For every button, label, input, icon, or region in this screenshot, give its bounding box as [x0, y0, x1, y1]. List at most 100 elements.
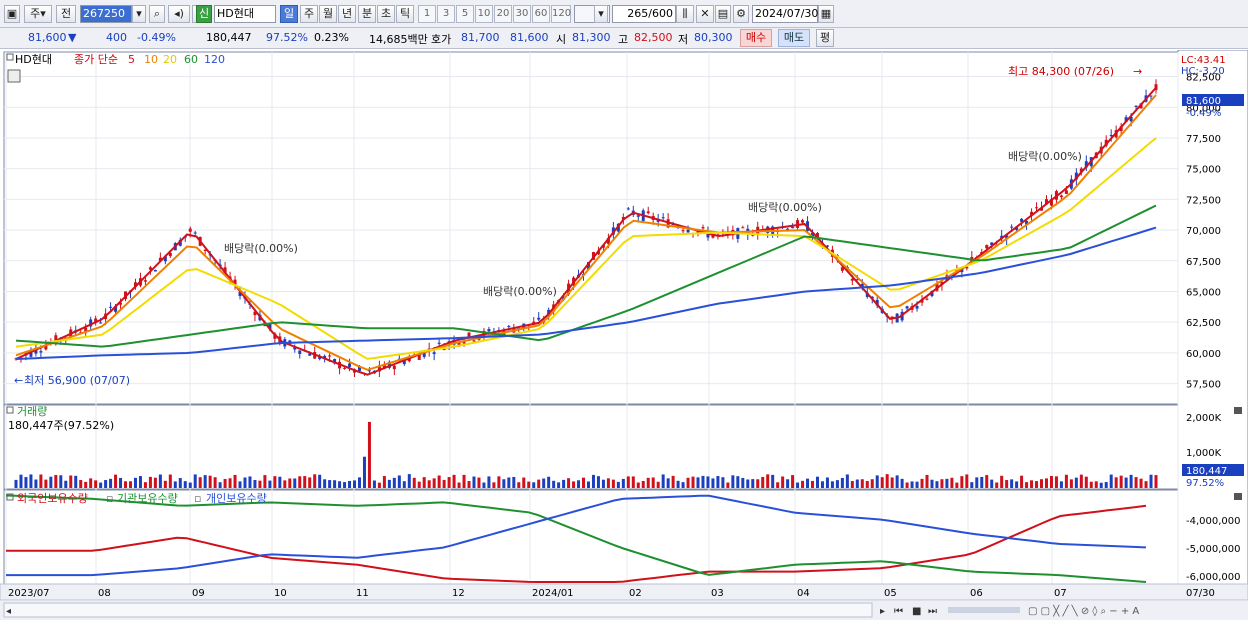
search-icon[interactable]: ⌕ — [149, 5, 165, 23]
chart-area[interactable]: HD현대 종가 단순 5 10 20 60 120 최고 84,300 (07/… — [0, 50, 1248, 621]
candle-body — [915, 306, 919, 309]
volume-bar — [308, 477, 312, 488]
volume-bar — [890, 477, 894, 488]
interval-60-button[interactable]: 60 — [532, 5, 550, 23]
volume-bar — [14, 479, 18, 488]
prev-button[interactable]: 전 — [56, 5, 76, 23]
code-dropdown-icon[interactable]: ▾ — [132, 5, 146, 23]
price-tick: 75,000 — [1186, 165, 1221, 176]
custom-interval-dropdown-icon[interactable]: ▾ — [594, 5, 608, 23]
sound-icon[interactable]: ◂) — [168, 5, 190, 23]
interval-20-button[interactable]: 20 — [494, 5, 512, 23]
volume-bar — [143, 482, 147, 488]
candle-body — [825, 245, 829, 247]
interval-10-button[interactable]: 10 — [475, 5, 493, 23]
volume-last-label: 180,447 — [1186, 466, 1227, 477]
ma20-label[interactable]: 20 — [163, 53, 177, 66]
ma60-label[interactable]: 60 — [184, 53, 198, 66]
flat-button[interactable]: 평 — [816, 29, 834, 47]
turnover-pct: 0.23% — [314, 31, 349, 44]
volume-bar — [372, 480, 376, 488]
interval-3-button[interactable]: 3 — [437, 5, 455, 23]
interval-120-button[interactable]: 120 — [551, 5, 571, 23]
period-year-button[interactable]: 년 — [338, 5, 356, 23]
foreign-holdings-label[interactable]: 외국인보유수량 — [17, 492, 88, 505]
candle-body — [606, 237, 610, 244]
individual-holdings-label[interactable]: 개인보유수량 — [206, 492, 267, 505]
candle-body — [626, 208, 630, 210]
volume-bar — [980, 476, 984, 488]
interval-1-button[interactable]: 1 — [418, 5, 436, 23]
candle-body — [1064, 190, 1068, 194]
candle-body — [1154, 84, 1158, 91]
period-week-button[interactable]: 주 — [300, 5, 318, 23]
candle-body — [840, 267, 844, 271]
volume-bar — [288, 478, 292, 488]
last-page-icon[interactable]: ⏭ — [928, 606, 937, 617]
stop-icon[interactable]: ■ — [912, 606, 921, 617]
volume-bar — [138, 476, 142, 488]
volume-bar — [955, 482, 959, 488]
volume-bar — [781, 476, 785, 488]
period-second-button[interactable]: 초 — [377, 5, 395, 23]
period-tick-button[interactable]: 틱 — [396, 5, 414, 23]
interval-30-button[interactable]: 30 — [513, 5, 531, 23]
scrollbar-track[interactable] — [3, 602, 873, 618]
volume-bar — [970, 482, 974, 488]
gear-icon[interactable]: ⚙ — [733, 5, 749, 23]
volume-bar — [213, 477, 217, 488]
sell-button[interactable]: 매도 — [778, 29, 810, 47]
candle-body — [1119, 126, 1123, 132]
ma10-label[interactable]: 10 — [144, 53, 158, 66]
volume-bar — [900, 478, 904, 488]
tool-icons[interactable]: ▢ ▢ ╳ ╱ ╲ ⊘ ◊ ⌕ − + A — [1028, 604, 1139, 617]
volume-bar — [99, 482, 103, 488]
calendar-icon[interactable]: ▦ — [818, 5, 834, 23]
zoom-slider[interactable] — [948, 607, 1020, 613]
volume-bar — [313, 474, 317, 488]
holdings-panel-close-icon[interactable] — [1234, 493, 1242, 500]
scroll-right-icon[interactable]: ▸ — [880, 606, 885, 617]
period-day-button[interactable]: 일 — [280, 5, 298, 23]
volume-bar — [124, 481, 128, 488]
holdings-line-1 — [5, 494, 1147, 583]
ma120-label[interactable]: 120 — [204, 53, 225, 66]
candle-icon[interactable]: ⫼ — [676, 5, 694, 23]
volume-bar — [487, 476, 491, 488]
period-minute-button[interactable]: 분 — [358, 5, 376, 23]
holdings-tick-1: -4,000,000 — [1186, 516, 1241, 527]
volume-bar — [74, 475, 78, 488]
institution-holdings-label[interactable]: 기관보유수량 — [117, 492, 178, 505]
grid-toggle-icon[interactable] — [7, 69, 21, 83]
volume-bar — [338, 481, 342, 488]
volume-bar — [751, 479, 755, 488]
volume-bar — [596, 476, 600, 488]
x-tick: 07/30 — [1186, 588, 1215, 599]
buy-button[interactable]: 매수 — [740, 29, 772, 47]
candle-body — [158, 257, 162, 261]
candle-body — [437, 342, 441, 344]
window-icon[interactable]: ▣ — [4, 5, 20, 23]
volume-bar — [1000, 475, 1004, 488]
volume-bar — [328, 480, 332, 488]
x-tick: 2024/01 — [532, 588, 574, 599]
ma5-label[interactable]: 5 — [128, 53, 135, 66]
interval-5-button[interactable]: 5 — [456, 5, 474, 23]
volume-bar — [348, 480, 352, 488]
volume-panel-close-icon[interactable] — [1234, 407, 1242, 414]
code-input[interactable]: 267250 — [80, 5, 132, 23]
scroll-left-icon[interactable]: ◂ — [6, 606, 11, 617]
volume-bar — [104, 480, 108, 488]
volume-bar — [1079, 474, 1083, 488]
crosshair-icon[interactable]: ✕ — [696, 5, 714, 23]
first-page-icon[interactable]: ⏮ — [894, 606, 903, 617]
volume-bar — [193, 474, 197, 488]
volume-bar — [258, 480, 262, 488]
volume-bar — [621, 478, 625, 488]
save-icon[interactable]: ▤ — [715, 5, 731, 23]
stock-name-field[interactable]: HD현대 — [214, 5, 276, 23]
date-field[interactable]: 2024/07/30 — [752, 5, 818, 23]
count-field[interactable]: 265/600 — [612, 5, 676, 23]
period-select[interactable]: 주▾ — [24, 5, 52, 23]
period-month-button[interactable]: 월 — [319, 5, 337, 23]
